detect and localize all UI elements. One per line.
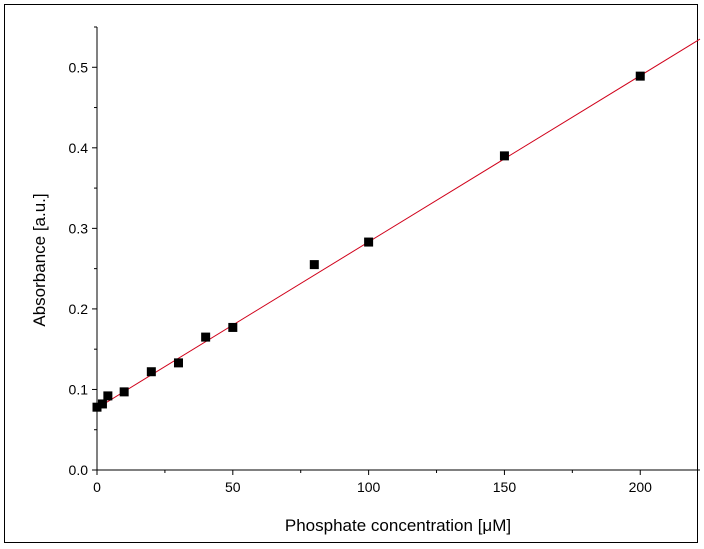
fit-line bbox=[96, 38, 701, 409]
y-tick-label: 0.2 bbox=[69, 301, 89, 317]
data-point bbox=[92, 402, 102, 412]
chart-frame bbox=[4, 4, 698, 543]
data-point bbox=[97, 399, 107, 409]
data-point bbox=[103, 391, 113, 401]
x-tick-label: 150 bbox=[493, 479, 517, 495]
data-point bbox=[499, 151, 509, 161]
x-tick-label: 100 bbox=[357, 479, 381, 495]
y-tick-label: 0.1 bbox=[69, 381, 89, 397]
x-tick-label: 50 bbox=[225, 479, 241, 495]
y-tick-label: 0.5 bbox=[69, 59, 89, 75]
data-point bbox=[119, 387, 129, 397]
y-tick-label: 0.0 bbox=[69, 462, 89, 478]
axes bbox=[96, 27, 700, 471]
data-point bbox=[173, 358, 183, 368]
x-ticks: 0 50 100 150 200 bbox=[93, 470, 652, 495]
y-tick-label: 0.4 bbox=[69, 140, 89, 156]
data-points bbox=[92, 71, 645, 412]
data-point bbox=[635, 71, 645, 81]
data-point bbox=[309, 260, 319, 270]
y-ticks: 0.0 0.1 0.2 0.3 0.4 0.5 bbox=[69, 26, 97, 478]
x-tick-label: 200 bbox=[629, 479, 653, 495]
data-point bbox=[364, 237, 374, 247]
x-axis-title: Phosphate concentration [μM] bbox=[285, 516, 511, 535]
data-point bbox=[146, 367, 156, 377]
data-point bbox=[201, 332, 211, 342]
x-tick-label: 0 bbox=[93, 479, 101, 495]
y-tick-label: 0.3 bbox=[69, 220, 89, 236]
y-axis-title: Absorbance [a.u.] bbox=[30, 193, 49, 326]
data-point bbox=[228, 322, 238, 332]
